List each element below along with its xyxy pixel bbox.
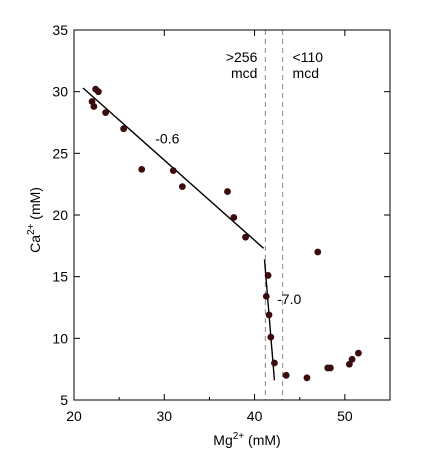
data-point-15 xyxy=(265,311,273,319)
data-point-8 xyxy=(169,167,177,175)
x-axis-ticks: 20 30 40 50 xyxy=(66,30,391,424)
slope-label-2: -7.0 xyxy=(277,291,301,307)
data-point-5 xyxy=(102,109,109,117)
data-point-17 xyxy=(271,359,278,367)
data-point-12 xyxy=(242,233,249,241)
y-axis-title: Ca2+ (mM) xyxy=(26,187,43,253)
y-axis-ticks: 5 10 15 20 25 30 35 xyxy=(52,22,390,408)
y-tick-label-5: 25 xyxy=(52,145,68,161)
data-point-6 xyxy=(120,125,128,133)
data-point-22 xyxy=(327,364,334,372)
data-point-16 xyxy=(267,333,275,341)
data-point-18 xyxy=(282,371,290,379)
boundary-label-2: <110 mcd xyxy=(293,49,324,81)
data-point-4 xyxy=(94,88,102,96)
y-tick-label-4: 20 xyxy=(52,207,68,223)
data-point-13 xyxy=(262,293,270,300)
data-point-2 xyxy=(90,103,98,110)
data-point-19 xyxy=(303,374,311,382)
data-point-9 xyxy=(178,183,186,191)
x-tick-label-3: 40 xyxy=(247,408,263,424)
data-point-25 xyxy=(355,349,362,357)
x-axis-title: Mg2+ (mM) xyxy=(213,431,280,448)
data-point-7 xyxy=(138,165,146,173)
y-tick-label-7: 35 xyxy=(52,22,68,38)
data-point-14 xyxy=(264,272,272,279)
data-point-10 xyxy=(224,188,231,195)
boundary-label-1: >256 mcd xyxy=(226,49,258,81)
annotations: -0.6 -7.0 >256 mcd <110 mcd xyxy=(155,49,323,307)
x-tick-label-2: 30 xyxy=(156,408,172,424)
y-tick-label-6: 30 xyxy=(52,84,68,100)
x-tick-label-1: 20 xyxy=(66,408,82,424)
slope-label-1: -0.6 xyxy=(155,130,179,146)
data-point-24 xyxy=(348,355,356,363)
boundary-lines xyxy=(264,30,284,400)
y-tick-label-3: 15 xyxy=(52,269,68,285)
y-tick-label-2: 10 xyxy=(52,330,68,346)
x-tick-label-4: 50 xyxy=(337,408,353,424)
y-tick-label-1: 5 xyxy=(60,392,68,408)
data-point-20 xyxy=(314,248,322,256)
data-point-11 xyxy=(230,214,238,221)
data-points xyxy=(88,85,362,382)
